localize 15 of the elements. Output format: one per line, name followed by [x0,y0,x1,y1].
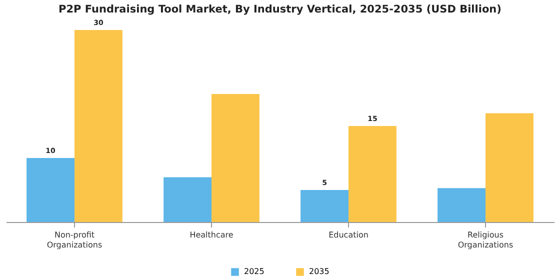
legend-label: 2035 [309,267,330,276]
bar [486,113,534,222]
bar [74,30,122,222]
bar [348,126,396,222]
x-tick-label: Religious Organizations [458,230,514,250]
x-tick-label: Non-profit Organizations [46,230,102,250]
legend-label: 2025 [244,267,264,276]
x-tick-label: Healthcare [190,230,234,240]
x-tick-label: Education [328,230,368,240]
bar [26,158,74,222]
chart-title: P2P Fundraising Tool Market, By Industry Vertical, 2025-2035 (USD Billion) [58,4,502,16]
bar [212,94,260,222]
bar [164,177,212,222]
bar [300,190,348,222]
bar [438,188,486,222]
